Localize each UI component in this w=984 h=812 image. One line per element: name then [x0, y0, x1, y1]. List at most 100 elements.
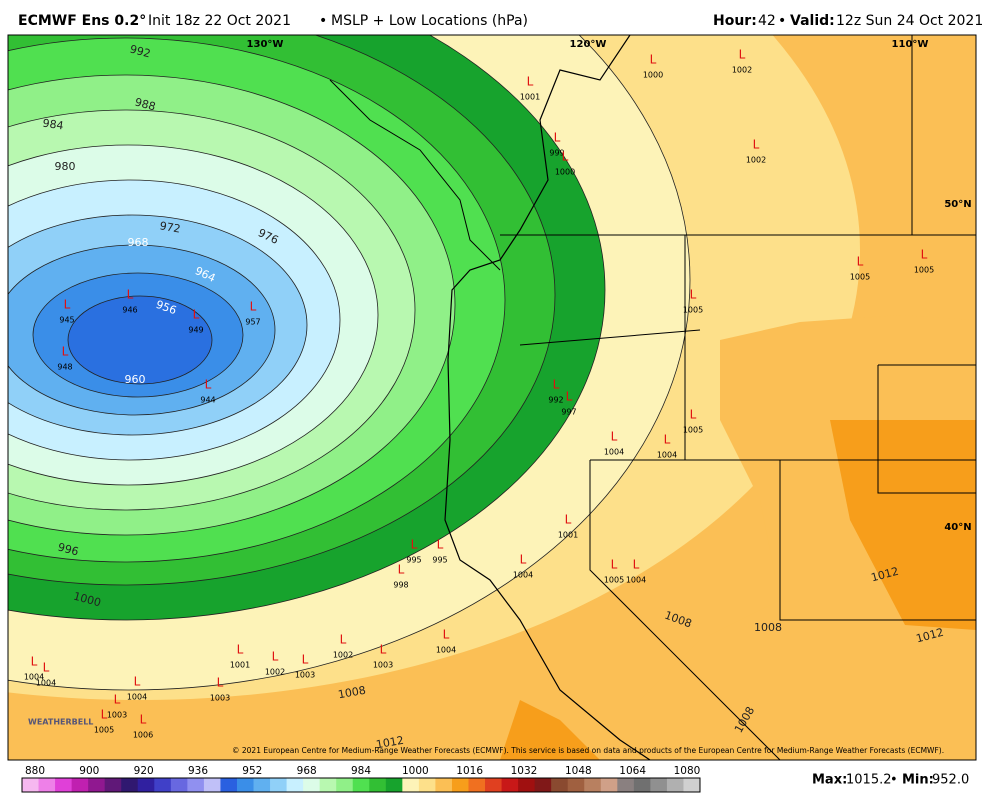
bullet: • — [778, 13, 786, 29]
colorbar-cell — [121, 778, 139, 792]
coastline — [444, 35, 651, 760]
colorbar-cell — [319, 778, 337, 792]
low-pressure: 1003 — [210, 694, 230, 703]
low-symbol: L — [566, 390, 573, 404]
low-pressure: 998 — [393, 581, 408, 590]
colorbar-cell — [286, 778, 304, 792]
low-symbol: L — [193, 308, 200, 322]
colorbar-cell — [501, 778, 519, 792]
hour: 42 — [758, 13, 776, 29]
colorbar-frame — [21, 777, 701, 793]
hour-label: Hour: — [713, 13, 757, 29]
low-symbol: L — [380, 643, 387, 657]
low-pressure: 1002 — [333, 651, 353, 660]
low-pressure: 946 — [122, 306, 137, 315]
low-symbol: L — [443, 628, 450, 642]
fill-1016 — [830, 420, 976, 630]
valid-label: Valid: — [790, 13, 835, 29]
low-symbol: L — [690, 288, 697, 302]
logo: WEATHERBELL — [28, 718, 93, 727]
contour-label: 992 — [128, 43, 152, 61]
colorbar-tick-label: 936 — [188, 765, 208, 777]
model: ECMWF Ens 0.2° — [18, 13, 146, 29]
low-pressure: 1006 — [133, 731, 153, 740]
low-symbol: L — [690, 408, 697, 422]
low-pressure: 1004 — [657, 451, 677, 460]
border — [519, 329, 701, 346]
low-pressure: 1004 — [604, 448, 624, 457]
low-symbol: L — [134, 675, 141, 689]
low-pressure: 995 — [432, 556, 447, 565]
low-pressure: 1005 — [850, 273, 870, 282]
colorbar-cell — [137, 778, 155, 792]
max-label: Max: — [812, 773, 847, 788]
low-symbol: L — [302, 653, 309, 667]
contour-label: 996 — [56, 541, 80, 559]
colorbar-tick-label: 920 — [134, 765, 154, 777]
colorbar-cell — [336, 778, 354, 792]
colorbar-cell — [485, 778, 503, 792]
low-pressure: 1002 — [746, 156, 766, 165]
colorbar-cell — [203, 778, 221, 792]
border — [779, 460, 976, 621]
low-symbol: L — [140, 713, 147, 727]
contour-label: 1008 — [754, 621, 782, 634]
low-pressure: 1005 — [604, 576, 624, 585]
min-label: Min: — [902, 773, 934, 788]
lat-label: 50°N — [944, 199, 971, 210]
contour-label: 1012 — [375, 734, 405, 752]
low-pressure: 1004 — [436, 646, 456, 655]
low-symbol: L — [527, 75, 534, 89]
low-symbol: L — [272, 650, 279, 664]
coastline — [329, 79, 501, 271]
low-pressure: 957 — [245, 318, 260, 327]
low-pressure: 945 — [59, 316, 74, 325]
copyright: © 2021 European Centre for Medium-Range … — [232, 746, 944, 755]
low-symbol: L — [101, 708, 108, 722]
colorbar-cell — [402, 778, 420, 792]
low-pressure: 1001 — [230, 661, 250, 670]
low-pressure: 1000 — [555, 168, 575, 177]
lon-label: 120°W — [570, 39, 607, 50]
colorbar-cell — [584, 778, 602, 792]
low-symbol: L — [31, 655, 38, 669]
low-symbol: L — [217, 676, 224, 690]
colorbar-cell — [518, 778, 536, 792]
min: 952.0 — [932, 773, 969, 788]
low-symbol: L — [554, 131, 561, 145]
contour-label: 988 — [133, 96, 157, 114]
low-symbol: L — [650, 53, 657, 67]
colorbar-cell — [385, 778, 403, 792]
low-symbol: L — [553, 378, 560, 392]
low-symbol: L — [664, 433, 671, 447]
low-pressure: 949 — [188, 326, 203, 335]
low-symbol: L — [437, 538, 444, 552]
colorbar-cell — [551, 778, 569, 792]
colorbar-cell — [253, 778, 271, 792]
low-symbol: L — [340, 633, 347, 647]
low-symbol: L — [562, 150, 569, 164]
colorbar-cell — [534, 778, 552, 792]
lon-label: 130°W — [247, 39, 284, 50]
low-symbol: L — [237, 643, 244, 657]
low-symbol: L — [739, 48, 746, 62]
border — [589, 460, 781, 760]
low-symbol: L — [205, 378, 212, 392]
bullet: • — [319, 13, 327, 29]
contour-label: 984 — [42, 117, 65, 133]
product: MSLP + Low Locations (hPa) — [331, 13, 528, 29]
low-symbol: L — [127, 288, 134, 302]
colorbar-tick-label: 1080 — [674, 765, 701, 777]
lon-label: 110°W — [892, 39, 929, 50]
max: 1015.2 — [846, 773, 892, 788]
colorbar-cell — [187, 778, 205, 792]
contour-label: 960 — [125, 373, 146, 386]
low-pressure: 1001 — [520, 93, 540, 102]
low-pressure: 1004 — [513, 571, 533, 580]
low-pressure: 1005 — [94, 726, 114, 735]
colorbar-tick-label: 900 — [79, 765, 99, 777]
low-pressure: 992 — [548, 396, 563, 405]
colorbar-cell — [236, 778, 255, 792]
colorbar-tick-label: 1016 — [456, 765, 483, 777]
